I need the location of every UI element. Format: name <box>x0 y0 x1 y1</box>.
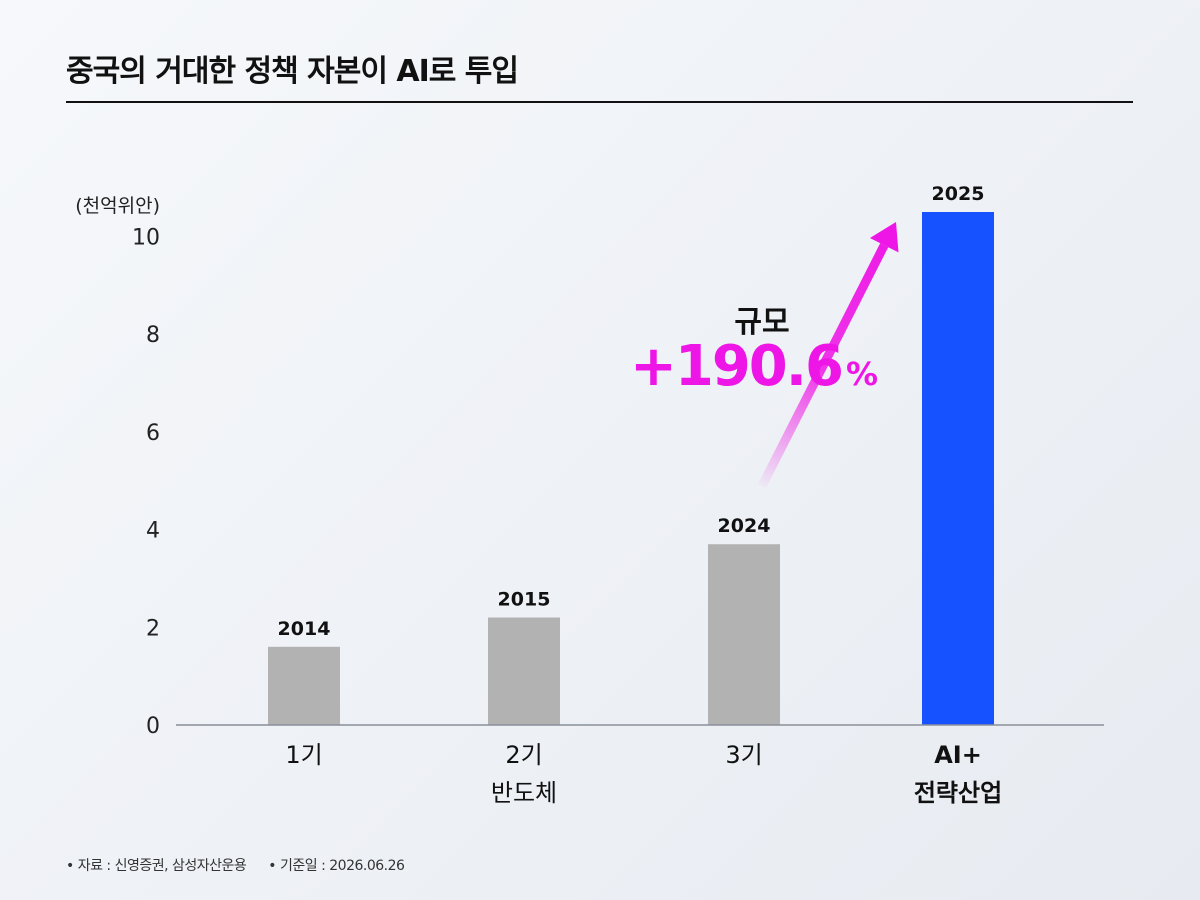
annotation-unit: % <box>846 355 878 393</box>
bar <box>708 544 780 725</box>
y-tick-label: 6 <box>146 421 160 446</box>
bar <box>922 212 994 725</box>
y-tick-label: 4 <box>146 519 160 544</box>
x-tick-label: 1기 <box>285 741 322 769</box>
bar-year-label: 2025 <box>932 183 985 205</box>
growth-arrow-head <box>869 222 899 253</box>
y-tick-label: 2 <box>146 616 160 641</box>
x-tick-label: 3기 <box>725 741 762 769</box>
x-tick-sublabel: 전략산업 <box>914 779 1002 807</box>
title-divider <box>66 101 1133 103</box>
bar <box>488 617 560 725</box>
bar-year-label: 2014 <box>278 618 331 640</box>
growth-arrow-shaft <box>757 243 889 489</box>
chart-title: 중국의 거대한 정책 자본이 AI로 투입 <box>66 54 519 89</box>
footnote-source: • 자료 : 신영증권, 삼성자산운용 <box>66 858 247 874</box>
x-tick-label: 2기 <box>505 741 542 769</box>
annotation-value: +190.6 <box>630 334 842 399</box>
footnote-date: • 기준일 : 2026.06.26 <box>268 858 405 874</box>
x-tick-sublabel: 반도체 <box>491 779 557 807</box>
annotation-label: 규모 <box>734 305 789 340</box>
bar-year-label: 2024 <box>718 515 771 537</box>
x-tick-label: AI+ <box>934 741 982 769</box>
bar <box>268 646 340 725</box>
y-tick-label: 10 <box>132 225 160 250</box>
y-tick-label: 0 <box>146 714 160 739</box>
bar-year-label: 2015 <box>498 589 551 611</box>
footnote: • 자료 : 신영증권, 삼성자산운용 • 기준일 : 2026.06.26 <box>66 855 405 875</box>
y-axis-unit-label: (천억위안) <box>75 195 160 217</box>
y-tick-label: 8 <box>146 323 160 348</box>
